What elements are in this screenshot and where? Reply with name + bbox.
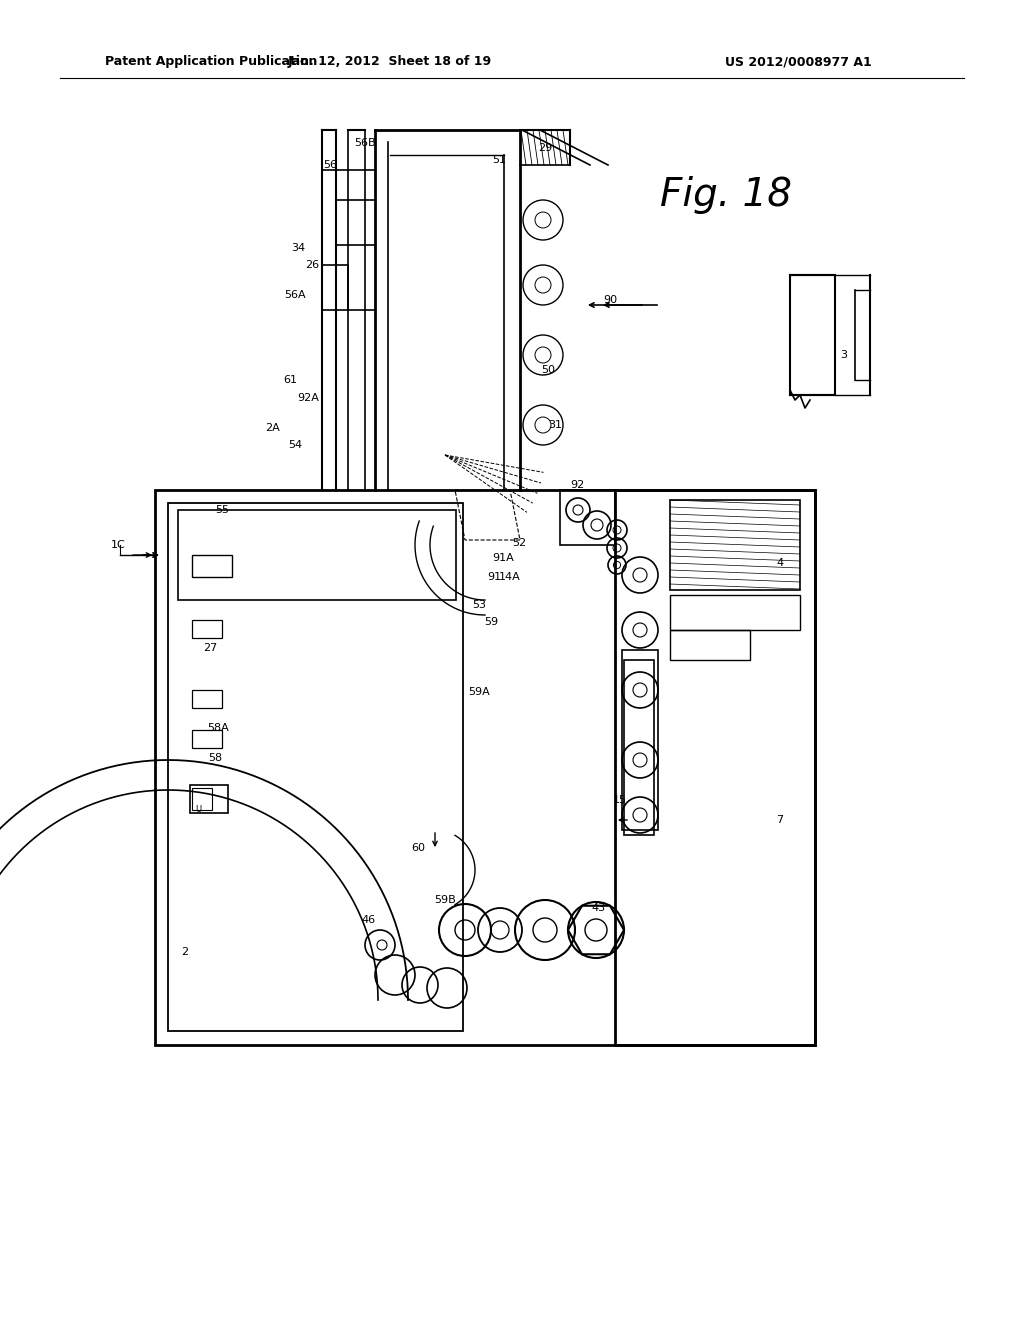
Text: 55: 55	[215, 506, 229, 515]
Text: 14A: 14A	[499, 572, 521, 582]
Text: 92A: 92A	[297, 393, 318, 403]
Text: 59B: 59B	[434, 895, 456, 906]
Text: 56A: 56A	[285, 290, 306, 300]
Bar	[155, 490, 815, 1045]
Bar	[670, 500, 800, 590]
Text: 56B: 56B	[354, 139, 376, 148]
Bar	[193, 620, 222, 638]
Text: 46: 46	[360, 915, 375, 925]
Text: 2: 2	[181, 946, 188, 957]
Text: 51: 51	[492, 154, 506, 165]
Text: U: U	[195, 805, 201, 814]
Text: 50: 50	[541, 366, 555, 375]
Bar	[193, 788, 212, 810]
Bar	[193, 554, 232, 577]
Text: 4: 4	[776, 558, 783, 568]
Bar	[622, 649, 658, 830]
Text: 15: 15	[613, 795, 627, 805]
Bar	[560, 490, 615, 545]
Bar	[624, 660, 654, 836]
Text: 3: 3	[841, 350, 848, 360]
Text: Jan. 12, 2012  Sheet 18 of 19: Jan. 12, 2012 Sheet 18 of 19	[288, 55, 493, 69]
Text: 31: 31	[548, 420, 562, 430]
Bar	[615, 490, 815, 1045]
Text: 91A: 91A	[493, 553, 514, 564]
Text: 56: 56	[323, 160, 337, 170]
Text: 54: 54	[288, 440, 302, 450]
Text: 53: 53	[472, 601, 486, 610]
Bar	[670, 630, 750, 660]
Text: 92: 92	[570, 480, 584, 490]
Text: 60: 60	[411, 843, 425, 853]
Bar	[178, 510, 456, 601]
Text: 52: 52	[512, 539, 526, 548]
Bar	[168, 503, 463, 1031]
Text: 58A: 58A	[207, 723, 229, 733]
Text: 61: 61	[283, 375, 297, 385]
Bar	[670, 595, 800, 630]
Text: 91: 91	[487, 572, 501, 582]
Text: 43: 43	[591, 903, 605, 913]
Bar	[193, 730, 222, 748]
Text: 58: 58	[208, 752, 222, 763]
Bar	[790, 275, 835, 395]
Text: US 2012/0008977 A1: US 2012/0008977 A1	[725, 55, 871, 69]
Bar	[190, 785, 228, 813]
Text: 27: 27	[203, 643, 217, 653]
Text: Patent Application Publication: Patent Application Publication	[105, 55, 317, 69]
Text: 59A: 59A	[468, 686, 489, 697]
Text: 7: 7	[776, 814, 783, 825]
Text: 1C: 1C	[111, 540, 125, 550]
Text: 90: 90	[603, 294, 617, 305]
Text: 26: 26	[305, 260, 319, 271]
Text: 59: 59	[484, 616, 498, 627]
Text: 29: 29	[538, 143, 552, 153]
Text: 34: 34	[291, 243, 305, 253]
Text: 2A: 2A	[264, 422, 280, 433]
Bar	[193, 690, 222, 708]
Text: Fig. 18: Fig. 18	[660, 176, 792, 214]
